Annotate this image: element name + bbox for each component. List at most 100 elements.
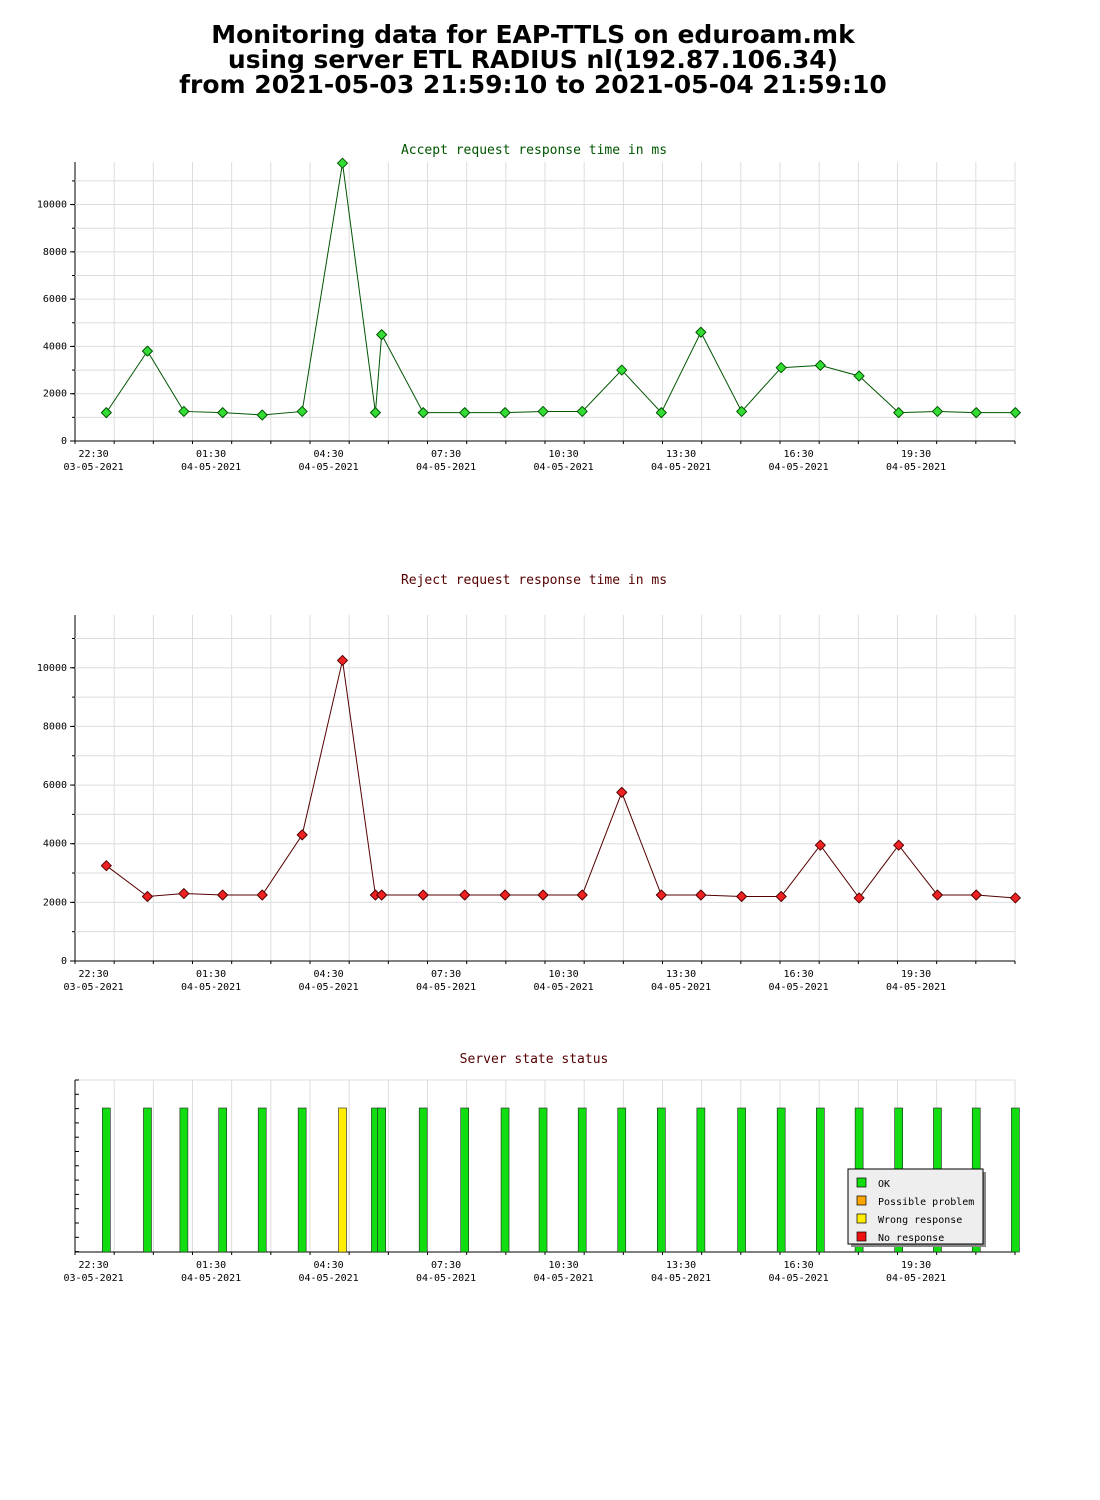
x-tick-date-label: 04-05-2021 [181, 982, 241, 993]
x-tick-date-label: 04-05-2021 [886, 462, 946, 473]
data-point [931, 889, 943, 901]
data-point [970, 407, 982, 419]
data-point [814, 359, 826, 371]
page-title: Monitoring data for EAP-TTLS on eduroam.… [0, 22, 1066, 97]
x-tick-time-label: 10:30 [549, 449, 579, 460]
data-point [537, 889, 549, 901]
data-point [296, 405, 308, 417]
data-point [178, 405, 190, 417]
data-point [100, 407, 112, 419]
data-point [814, 839, 826, 851]
legend-box [847, 1168, 984, 1245]
x-tick-date-label: 04-05-2021 [298, 982, 358, 993]
x-tick-time-label: 10:30 [549, 1260, 579, 1271]
x-tick-date-label: 04-05-2021 [416, 462, 476, 473]
data-point [337, 157, 349, 169]
status-bar [737, 1107, 746, 1253]
x-tick-time-label: 19:30 [901, 449, 931, 460]
x-tick-date-label: 03-05-2021 [63, 462, 123, 473]
data-point [853, 892, 865, 904]
y-tick-label: 10000 [37, 200, 67, 211]
data-point [1009, 892, 1021, 904]
status-bar [500, 1107, 510, 1253]
x-tick-date-label: 04-05-2021 [181, 1273, 241, 1284]
data-point [931, 405, 943, 417]
x-tick-time-label: 07:30 [431, 969, 461, 980]
status-bar [460, 1107, 470, 1253]
data-point [893, 839, 905, 851]
x-tick-time-label: 22:30 [79, 1260, 109, 1271]
status-bar [338, 1107, 347, 1253]
x-tick-time-label: 13:30 [666, 449, 696, 460]
legend-swatch [856, 1231, 867, 1242]
x-tick-time-label: 07:30 [431, 449, 461, 460]
x-tick-date-label: 04-05-2021 [181, 462, 241, 473]
x-tick-date-label: 03-05-2021 [63, 982, 123, 993]
accept-response-time-chart: Accept request response time in ms 22:30 0… [37, 143, 1021, 473]
chart-title: Reject request response time in ms [401, 573, 667, 588]
data-point [695, 889, 707, 901]
x-tick-time-label: 19:30 [901, 1260, 931, 1271]
x-tick-date-label: 04-05-2021 [533, 982, 593, 993]
status-bar [617, 1107, 627, 1253]
x-tick-date-label: 04-05-2021 [533, 1273, 593, 1284]
y-tick-label: 10000 [37, 663, 67, 674]
y-tick-label: 2000 [43, 897, 67, 908]
x-tick-date-label: 04-05-2021 [651, 462, 711, 473]
x-tick-time-label: 01:30 [196, 1260, 226, 1271]
legend-swatch [856, 1213, 867, 1224]
x-tick-date-label: 03-05-2021 [63, 1273, 123, 1284]
data-point [775, 890, 787, 902]
data-point [537, 405, 549, 417]
status-bar [816, 1107, 825, 1253]
data-point [655, 889, 667, 901]
y-tick-label: 8000 [43, 721, 67, 732]
status-bar [776, 1107, 786, 1253]
y-tick-label: 2000 [43, 389, 67, 400]
data-point [499, 407, 511, 419]
status-bar [538, 1107, 548, 1253]
x-tick-date-label: 04-05-2021 [533, 462, 593, 473]
status-bar [418, 1107, 428, 1253]
x-tick-time-label: 16:30 [784, 1260, 814, 1271]
x-tick-date-label: 04-05-2021 [768, 462, 828, 473]
y-tick-label: 8000 [43, 247, 67, 258]
data-point [459, 889, 471, 901]
data-point [217, 889, 229, 901]
x-tick-time-label: 16:30 [784, 449, 814, 460]
legend-label: Wrong response [878, 1215, 962, 1226]
y-tick-label: 4000 [43, 839, 67, 850]
x-tick-time-label: 01:30 [196, 449, 226, 460]
x-tick-date-label: 04-05-2021 [416, 1273, 476, 1284]
x-tick-date-label: 04-05-2021 [416, 982, 476, 993]
x-tick-time-label: 13:30 [666, 1260, 696, 1271]
data-point [296, 829, 308, 841]
x-tick-date-label: 04-05-2021 [768, 1273, 828, 1284]
data-point [256, 889, 268, 901]
x-tick-time-label: 04:30 [314, 1260, 344, 1271]
data-point [736, 405, 748, 417]
status-bar [1011, 1107, 1020, 1253]
data-point [376, 889, 388, 901]
series-line [105, 163, 1016, 416]
title-line-2: using server ETL RADIUS nl(192.87.106.34… [227, 45, 839, 74]
x-tick-time-label: 01:30 [196, 969, 226, 980]
title-line-3: from 2021-05-03 21:59:10 to 2021-05-04 2… [179, 70, 887, 99]
y-tick-label: 6000 [43, 780, 67, 791]
data-point [141, 345, 153, 357]
data-point [775, 362, 787, 374]
data-point [655, 407, 667, 419]
title-line-1: Monitoring data for EAP-TTLS on eduroam.… [211, 20, 855, 49]
server-state-status-chart: Server state status 22:30 03-05-2021 01:30 0… [63, 1052, 1020, 1284]
x-tick-time-label: 10:30 [549, 969, 579, 980]
legend-label: OK [878, 1179, 890, 1190]
status-bar [143, 1107, 152, 1253]
data-point [970, 889, 982, 901]
data-point [576, 405, 588, 417]
data-point [616, 786, 628, 798]
x-tick-time-label: 04:30 [314, 449, 344, 460]
x-tick-date-label: 04-05-2021 [768, 982, 828, 993]
reject-response-time-chart: Reject request response time in ms 22:30 0… [37, 573, 1021, 993]
data-point [100, 860, 112, 872]
y-tick-label: 4000 [43, 341, 67, 352]
